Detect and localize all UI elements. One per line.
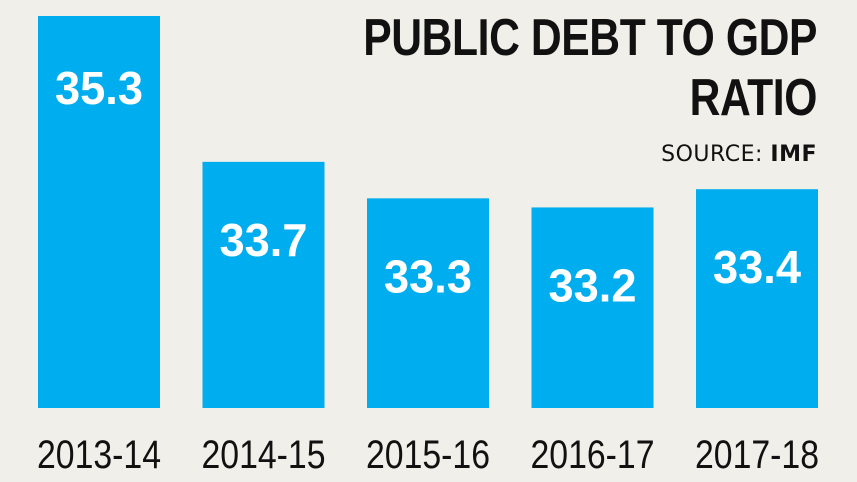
source-value: IMF: [770, 142, 817, 167]
chart-title: PUBLIC DEBT TO GDP RATIO: [358, 8, 817, 128]
bar-value-label: 33.4: [713, 241, 801, 293]
x-tick-labels-group: 2013-14 2014-15 2015-16 2016-17 2017-18: [37, 433, 819, 477]
bar-value-label: 33.3: [384, 250, 472, 302]
x-tick-label: 2014-15: [202, 433, 326, 477]
chart-title-line-2: RATIO: [689, 69, 818, 127]
bar-2013-14: [38, 16, 160, 408]
bar-2017-18: [696, 189, 818, 408]
bar-value-label: 33.2: [549, 259, 637, 311]
source-note: SOURCE: IMF: [661, 142, 817, 167]
bar-value-label: 35.3: [55, 62, 143, 114]
bars-group: [38, 16, 818, 408]
x-tick-label: 2016-17: [531, 433, 655, 477]
bar-value-label: 33.7: [220, 214, 308, 266]
x-tick-label: 2017-18: [695, 433, 819, 477]
x-tick-label: 2015-16: [366, 433, 490, 477]
bar-2015-16: [367, 198, 489, 408]
x-tick-label: 2013-14: [37, 433, 161, 477]
bar-2014-15: [202, 161, 325, 408]
source-label: SOURCE:: [661, 142, 763, 167]
bar-2016-17: [531, 207, 654, 408]
chart-title-line-1: PUBLIC DEBT TO GDP: [363, 9, 817, 67]
value-labels-group: 35.3 33.7 33.3 33.2 33.4: [55, 62, 801, 311]
